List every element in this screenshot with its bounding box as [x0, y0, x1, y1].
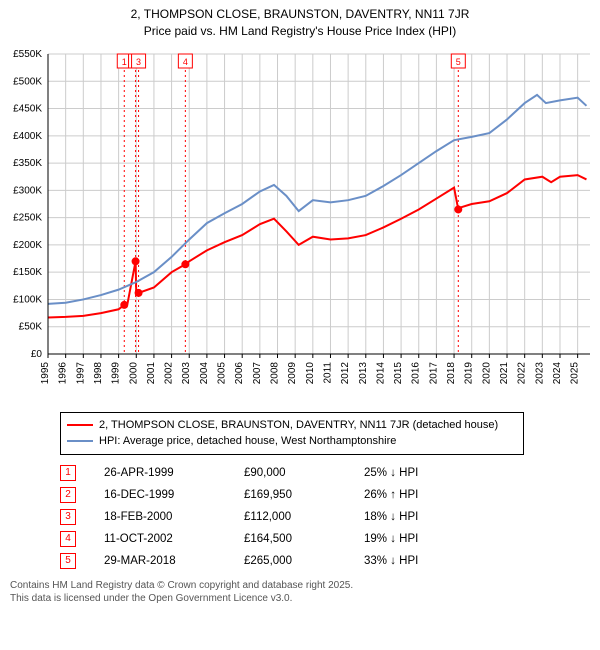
svg-text:2003: 2003: [181, 361, 192, 384]
sale-price: £164,500: [244, 533, 364, 545]
svg-text:3: 3: [136, 57, 141, 67]
sale-marker: 4: [60, 531, 76, 547]
sale-marker: 1: [60, 465, 76, 481]
svg-text:2005: 2005: [217, 361, 228, 384]
svg-text:1996: 1996: [58, 361, 69, 384]
svg-text:£500K: £500K: [13, 76, 42, 87]
title-line-1: 2, THOMPSON CLOSE, BRAUNSTON, DAVENTRY, …: [0, 6, 600, 23]
svg-text:2015: 2015: [393, 361, 404, 384]
svg-text:2006: 2006: [234, 361, 245, 384]
legend-swatch-hpi: [67, 440, 93, 442]
svg-text:2021: 2021: [499, 361, 510, 384]
sale-row: 4 11-OCT-2002£164,50019% ↓ HPI: [60, 531, 600, 547]
sale-row: 2 16-DEC-1999£169,95026% ↑ HPI: [60, 487, 600, 503]
sale-delta: 25% ↓ HPI: [364, 467, 418, 479]
svg-text:£400K: £400K: [13, 130, 42, 141]
chart-title-block: 2, THOMPSON CLOSE, BRAUNSTON, DAVENTRY, …: [0, 0, 600, 40]
svg-text:2013: 2013: [358, 361, 369, 384]
svg-text:£200K: £200K: [13, 240, 42, 251]
footer-line-1: Contains HM Land Registry data © Crown c…: [10, 579, 600, 592]
svg-text:£300K: £300K: [13, 185, 42, 196]
sale-date: 26-APR-1999: [104, 467, 244, 479]
sale-price: £90,000: [244, 467, 364, 479]
svg-text:2004: 2004: [199, 361, 210, 384]
sale-delta: 19% ↓ HPI: [364, 533, 418, 545]
footer-line-2: This data is licensed under the Open Gov…: [10, 592, 600, 605]
sale-date: 29-MAR-2018: [104, 555, 244, 567]
chart-svg: £0 £50K £100K £150K £200K £250K £300K £350K £400…: [0, 44, 600, 404]
sale-row: 1 26-APR-1999£90,00025% ↓ HPI: [60, 465, 600, 481]
sale-date: 11-OCT-2002: [104, 533, 244, 545]
svg-text:1: 1: [122, 57, 127, 67]
sales-list: 1 26-APR-1999£90,00025% ↓ HPI 2 16-DEC-1999…: [60, 465, 600, 569]
svg-text:£0: £0: [31, 349, 43, 360]
figure-root: 2, THOMPSON CLOSE, BRAUNSTON, DAVENTRY, …: [0, 0, 600, 613]
svg-text:2002: 2002: [164, 361, 175, 384]
svg-text:2020: 2020: [481, 361, 492, 384]
footer: Contains HM Land Registry data © Crown c…: [10, 579, 600, 613]
sale-delta: 26% ↑ HPI: [364, 489, 418, 501]
legend-row-property: 2, THOMPSON CLOSE, BRAUNSTON, DAVENTRY, …: [67, 417, 517, 434]
sale-row: 3 18-FEB-2000£112,00018% ↓ HPI: [60, 509, 600, 525]
sale-date: 16-DEC-1999: [104, 489, 244, 501]
svg-text:£100K: £100K: [13, 294, 42, 305]
svg-text:£250K: £250K: [13, 212, 42, 223]
sale-marker: 3: [60, 509, 76, 525]
svg-text:4: 4: [183, 57, 188, 67]
svg-text:2025: 2025: [570, 361, 581, 384]
svg-text:2011: 2011: [322, 361, 333, 383]
svg-text:2009: 2009: [287, 361, 298, 384]
svg-text:£450K: £450K: [13, 103, 42, 114]
svg-text:2008: 2008: [270, 361, 281, 384]
sale-marker: 2: [60, 487, 76, 503]
legend-box: 2, THOMPSON CLOSE, BRAUNSTON, DAVENTRY, …: [60, 412, 524, 455]
svg-text:2018: 2018: [446, 361, 457, 384]
svg-text:2001: 2001: [146, 361, 157, 384]
sale-price: £265,000: [244, 555, 364, 567]
svg-text:2017: 2017: [428, 361, 439, 384]
svg-text:1997: 1997: [75, 361, 86, 384]
svg-text:1999: 1999: [111, 361, 122, 384]
svg-text:2010: 2010: [305, 361, 316, 384]
svg-text:£50K: £50K: [19, 321, 43, 332]
svg-text:2000: 2000: [128, 361, 139, 384]
svg-text:2019: 2019: [464, 361, 475, 384]
legend-swatch-property: [67, 424, 93, 426]
title-line-2: Price paid vs. HM Land Registry's House …: [0, 23, 600, 40]
svg-text:1995: 1995: [40, 361, 51, 384]
legend-label-property: 2, THOMPSON CLOSE, BRAUNSTON, DAVENTRY, …: [99, 417, 498, 434]
svg-text:5: 5: [456, 57, 461, 67]
svg-text:£150K: £150K: [13, 267, 42, 278]
svg-text:£550K: £550K: [13, 49, 42, 60]
svg-text:2022: 2022: [517, 361, 528, 384]
svg-text:£350K: £350K: [13, 158, 42, 169]
chart-area: £0 £50K £100K £150K £200K £250K £300K £350K £400…: [0, 44, 600, 404]
svg-text:2024: 2024: [552, 361, 563, 384]
svg-text:2012: 2012: [340, 361, 351, 384]
svg-text:2014: 2014: [375, 361, 386, 384]
svg-text:1998: 1998: [93, 361, 104, 384]
legend-label-hpi: HPI: Average price, detached house, West…: [99, 433, 396, 450]
svg-text:2023: 2023: [534, 361, 545, 384]
sale-delta: 18% ↓ HPI: [364, 511, 418, 523]
sale-row: 5 29-MAR-2018£265,00033% ↓ HPI: [60, 553, 600, 569]
sale-date: 18-FEB-2000: [104, 511, 244, 523]
sale-price: £112,000: [244, 511, 364, 523]
legend-row-hpi: HPI: Average price, detached house, West…: [67, 433, 517, 450]
sale-delta: 33% ↓ HPI: [364, 555, 418, 567]
sale-marker: 5: [60, 553, 76, 569]
svg-text:2007: 2007: [252, 361, 263, 384]
sale-price: £169,950: [244, 489, 364, 501]
svg-text:2016: 2016: [411, 361, 422, 384]
